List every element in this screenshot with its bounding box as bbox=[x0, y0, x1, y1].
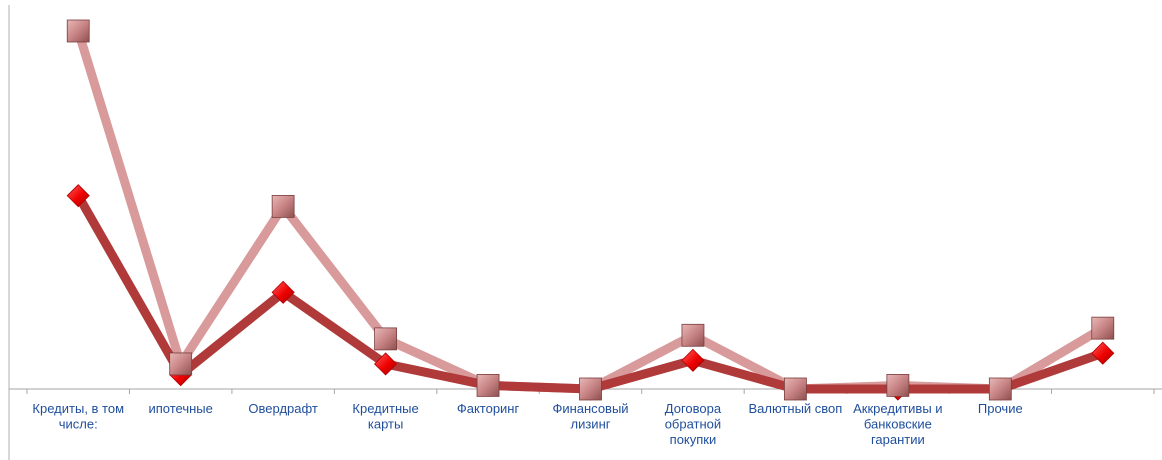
series-lines bbox=[73, 26, 1108, 394]
point-diamond bbox=[66, 184, 90, 208]
point-square bbox=[374, 327, 397, 351]
x-tick-label: Прочие bbox=[978, 401, 1023, 416]
x-tick-label: Договора обратной покупки bbox=[665, 401, 722, 447]
point-square bbox=[169, 352, 193, 376]
series-markers bbox=[66, 19, 1115, 401]
x-tick-label: ипотечные bbox=[148, 401, 212, 416]
point-diamond bbox=[271, 280, 295, 304]
x-tick-label: Аккредитивы и банковские гарантии bbox=[853, 401, 942, 447]
x-tick-label: Факторинг bbox=[457, 401, 520, 416]
x-tick-label: Кредитные карты bbox=[352, 401, 418, 432]
point-square bbox=[886, 374, 910, 397]
point-square bbox=[271, 195, 295, 218]
point-square bbox=[681, 323, 705, 347]
x-tick-label: Кредиты, в том числе: bbox=[32, 401, 124, 432]
point-diamond bbox=[681, 348, 705, 372]
category-labels: Кредиты, в том числе: ипотечные Овердрафт Кр… bbox=[32, 401, 1022, 447]
point-diamond bbox=[1091, 341, 1115, 365]
x-tick-label: Финансовый лизинг bbox=[552, 401, 628, 432]
point-square bbox=[784, 377, 807, 401]
point-diamond bbox=[374, 352, 398, 376]
point-square bbox=[988, 377, 1012, 401]
point-square bbox=[476, 374, 500, 397]
point-square bbox=[1091, 316, 1115, 340]
x-tick-label: Валютный своп bbox=[748, 401, 842, 416]
point-square bbox=[579, 377, 602, 401]
point-square bbox=[66, 19, 90, 43]
x-tick-label: Овердрафт bbox=[248, 401, 317, 416]
